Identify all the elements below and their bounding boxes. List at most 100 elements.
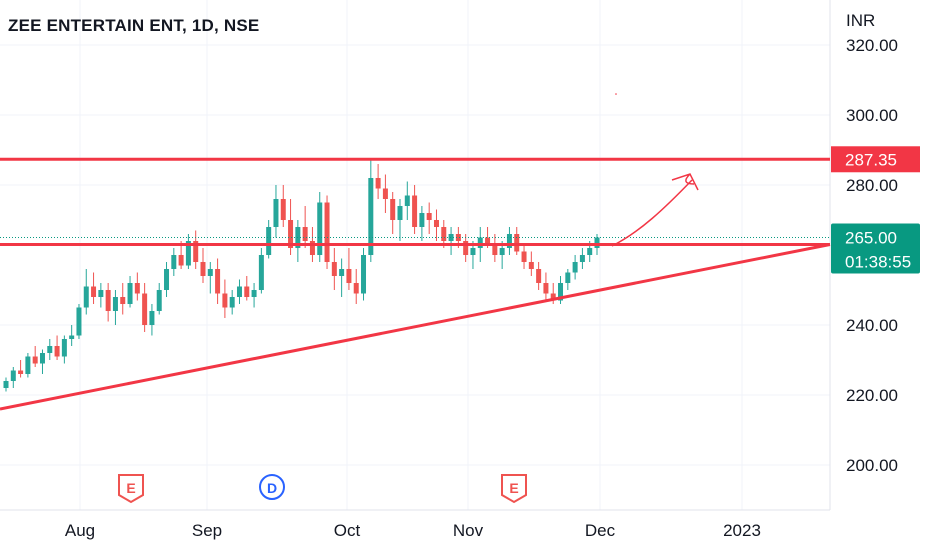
candle-body <box>193 241 199 262</box>
candle-body <box>390 199 396 220</box>
candle-body <box>353 283 359 294</box>
candle-body <box>3 381 9 388</box>
candle-body <box>10 370 16 381</box>
countdown-label: 01:38:55 <box>845 253 911 272</box>
time-axis[interactable]: Aug Sep Oct Nov Dec 2023 <box>65 521 761 540</box>
candle-body <box>463 241 469 255</box>
candle-body <box>134 283 140 294</box>
candle-body <box>164 269 170 290</box>
candle-body <box>142 293 148 325</box>
y-tick-label: 200.00 <box>846 456 898 475</box>
y-tick-label: 220.00 <box>846 386 898 405</box>
candle-body <box>558 283 564 301</box>
candle-body <box>178 255 184 266</box>
annotations <box>0 93 831 411</box>
candle-body <box>441 227 447 241</box>
candle-body <box>309 241 315 255</box>
candle-body <box>91 286 97 297</box>
price-axis[interactable]: 320.00 300.00 280.00 240.00 220.00 200.00 INR <box>846 11 898 475</box>
candle-body <box>200 262 206 276</box>
candle-body <box>499 248 505 255</box>
event-marker-e[interactable]: E <box>118 474 144 504</box>
candle-body <box>375 178 381 189</box>
candle-body <box>149 311 155 325</box>
candle-body <box>397 206 403 220</box>
candle-body <box>273 199 279 227</box>
candle-body <box>47 346 53 353</box>
earnings-marker <box>118 474 144 504</box>
x-tick-label: Sep <box>192 521 222 540</box>
y-tick-label: 320.00 <box>846 36 898 55</box>
candle-body <box>127 283 133 304</box>
gridlines <box>0 0 831 511</box>
candle-body <box>69 335 75 339</box>
candle-body <box>266 227 272 255</box>
candle-body <box>76 307 82 336</box>
candle-body <box>39 353 45 364</box>
candle-body <box>368 178 374 255</box>
dividend-marker-label: D <box>267 480 277 496</box>
candle-body <box>514 234 520 252</box>
candle-body <box>83 286 89 308</box>
earnings-marker-label: E <box>126 480 135 496</box>
candle-body <box>477 237 483 248</box>
candle-body <box>324 202 330 262</box>
candle-body <box>251 290 257 297</box>
candle-body <box>25 356 31 374</box>
candle-body <box>448 234 454 241</box>
x-tick-label: Dec <box>585 521 616 540</box>
candle-body <box>412 195 418 227</box>
candle-body <box>455 234 461 241</box>
candle-body <box>288 220 294 248</box>
candle-body <box>244 286 250 297</box>
candle-body <box>302 227 308 241</box>
earnings-marker <box>501 474 527 504</box>
stray-dot <box>615 93 617 95</box>
candle-body <box>236 286 242 297</box>
candle-body <box>98 290 104 297</box>
y-tick-label: 300.00 <box>846 106 898 125</box>
dividend-marker <box>259 474 285 500</box>
candle-body <box>492 244 498 255</box>
x-tick-label: Oct <box>334 521 361 540</box>
candle-body <box>404 195 410 206</box>
candles <box>3 160 600 392</box>
candle-body <box>61 339 67 357</box>
candle-body <box>112 297 118 311</box>
candle-body <box>419 213 425 227</box>
event-marker-d[interactable]: D <box>259 474 285 500</box>
candle-body <box>550 293 556 301</box>
last-price-tag <box>831 223 920 274</box>
candle-body <box>331 262 337 276</box>
y-tick-label: 280.00 <box>846 176 898 195</box>
candle-body <box>215 269 221 294</box>
candle-body <box>528 262 534 269</box>
currency-label: INR <box>846 11 875 30</box>
x-tick-label: Nov <box>453 521 484 540</box>
candle-body <box>565 272 571 283</box>
candle-body <box>32 356 38 364</box>
projection-arrow <box>611 179 693 247</box>
candle-body <box>258 255 264 290</box>
candle-body <box>317 202 323 255</box>
candle-body <box>536 269 542 283</box>
candle-body <box>361 255 367 294</box>
candle-body <box>346 269 352 283</box>
candle-body <box>382 188 388 199</box>
candle-body <box>171 255 177 269</box>
candle-body <box>280 199 286 220</box>
candle-body <box>426 213 432 220</box>
candle-body <box>185 241 191 266</box>
candle-body <box>207 269 213 276</box>
event-marker-e[interactable]: E <box>501 474 527 504</box>
x-tick-label: 2023 <box>723 521 761 540</box>
last-price-label: 265.00 <box>845 229 897 248</box>
price-tags: 287.35 265.00 01:38:55 <box>831 146 920 274</box>
candle-body <box>18 370 24 374</box>
earnings-marker-label: E <box>509 480 518 496</box>
candle-body <box>339 269 345 276</box>
candle-body <box>156 290 162 311</box>
x-tick-label: Aug <box>65 521 95 540</box>
